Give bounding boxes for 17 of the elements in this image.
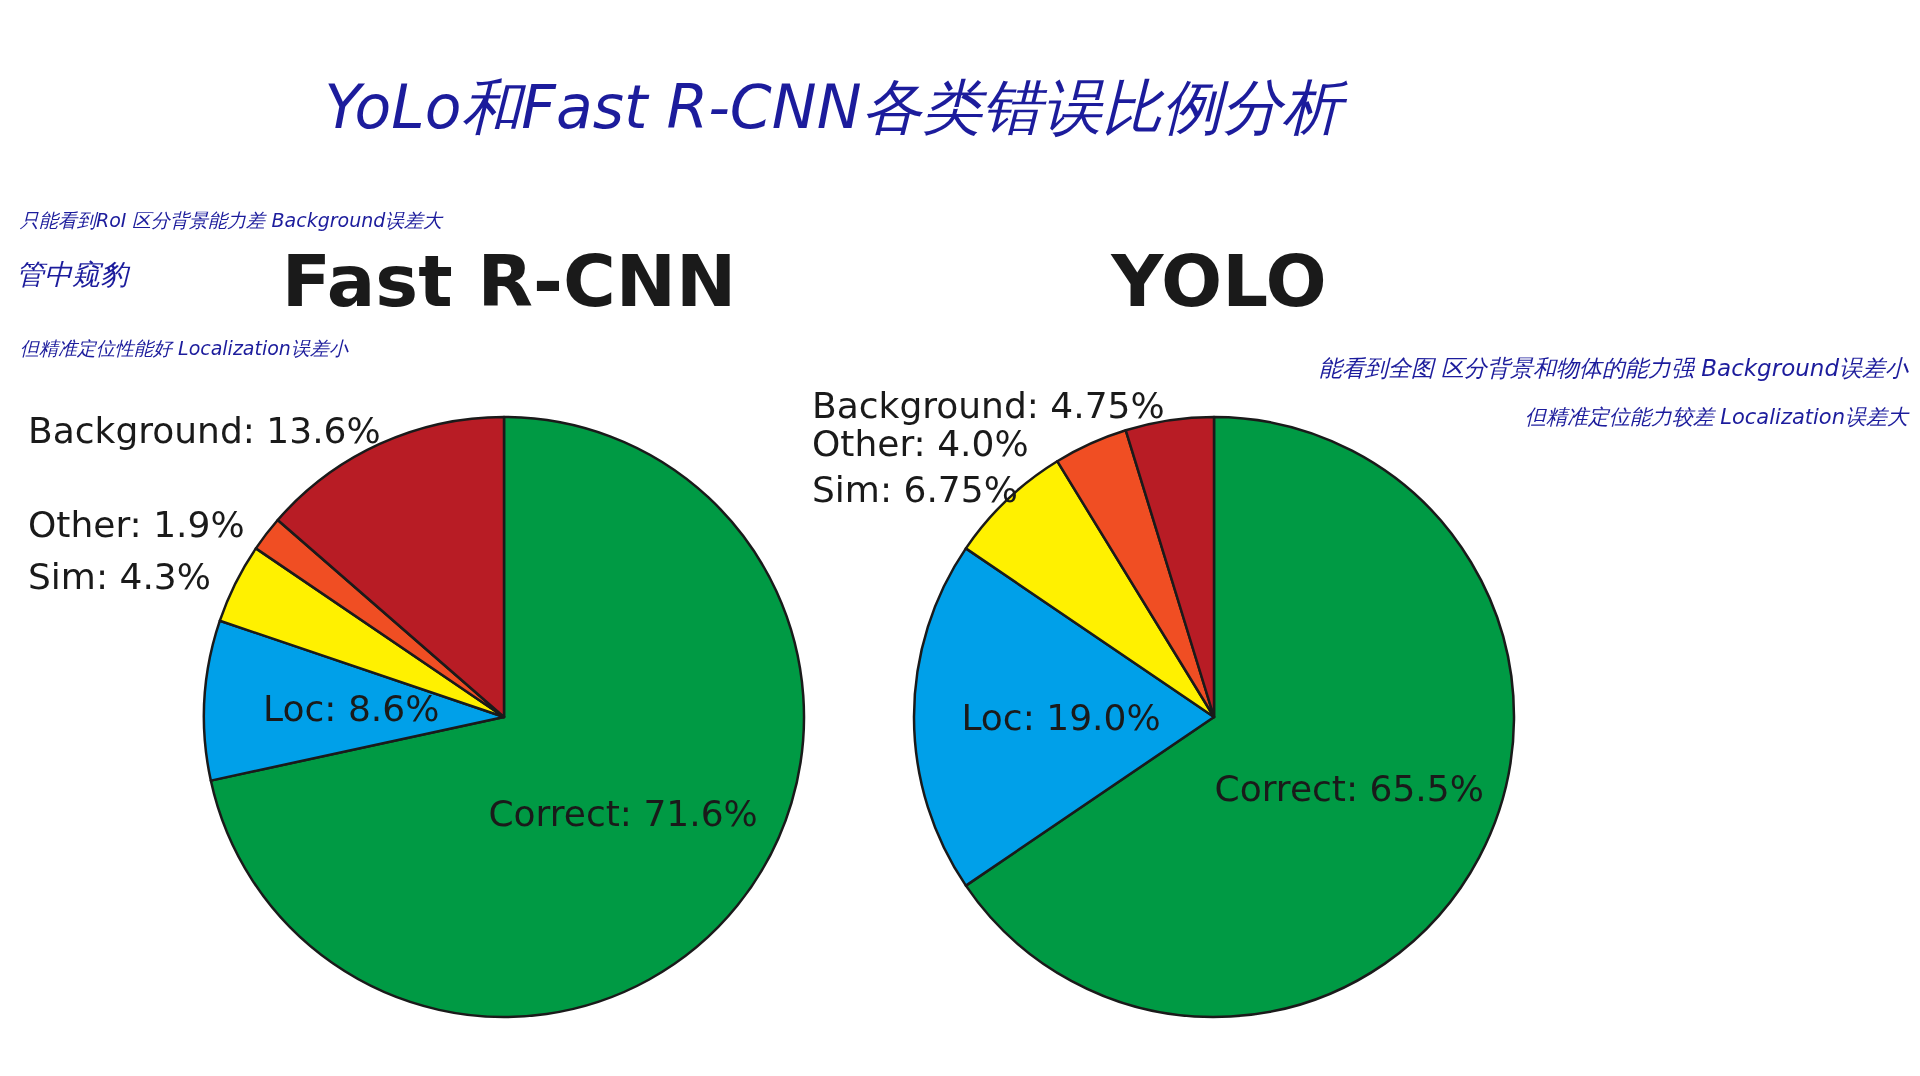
text: 但精准定位能力较差 Localization误差大 (1524, 404, 1910, 429)
slice-label: Background: 13.6% (28, 409, 381, 451)
text: YoLo和Fast R-CNN各类错误比例分析 (323, 71, 1349, 144)
text: 但精准定位性能好 Localization误差小 (20, 336, 349, 359)
chart-title: Fast R-CNN (281, 239, 737, 323)
slice-label: Background: 4.75% (812, 385, 1165, 426)
chart-title: YOLO (1110, 239, 1327, 323)
text: 能看到全图 区分背景和物体的能力强 Background误差小 (1318, 354, 1909, 381)
slice-label: Loc: 8.6% (263, 687, 440, 729)
slice-label: Other: 1.9% (28, 504, 245, 546)
slice-label: Correct: 65.5% (1214, 768, 1484, 810)
text: 管中窥豹 (16, 257, 131, 291)
slice-label: Sim: 6.75% (812, 468, 1018, 510)
slice-label: Sim: 4.3% (28, 556, 211, 598)
text: 只能看到RoI 区分背景能力差 Background误差大 (19, 208, 445, 231)
slice-label: Loc: 19.0% (961, 696, 1161, 738)
slice-label: Correct: 71.6% (488, 792, 758, 834)
